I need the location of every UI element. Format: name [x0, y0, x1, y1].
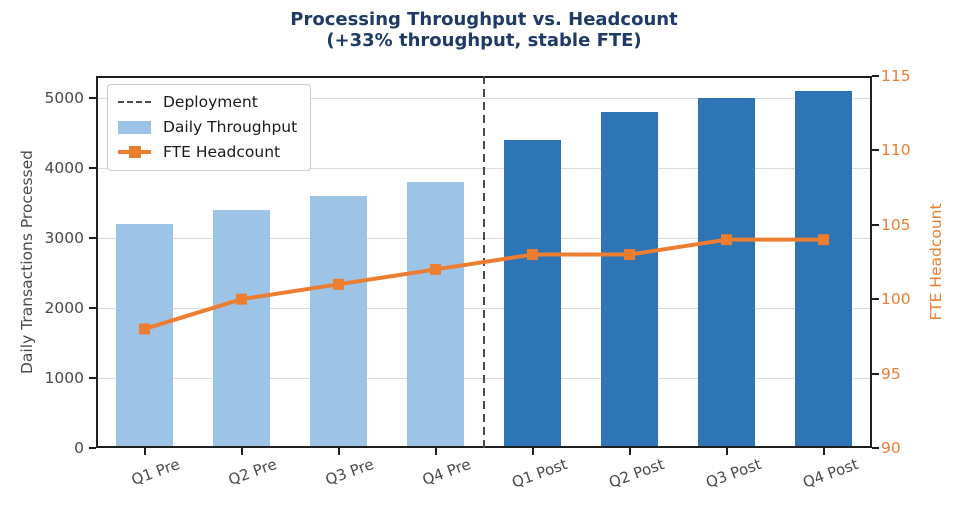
right-tickmark-105: [872, 223, 879, 226]
right-tick-90: 90: [881, 439, 901, 457]
chart-title-line1: Processing Throughput vs. Headcount: [290, 9, 678, 30]
left-tick-5000: 5000: [44, 89, 84, 108]
chart-title: Processing Throughput vs. Headcount (+33…: [96, 9, 872, 51]
left-tickmark-1000: [89, 377, 96, 379]
bar-q2-post: [601, 112, 658, 448]
line-overlay: [139, 76, 829, 448]
right-tickmark-90: [872, 447, 879, 449]
plot-area: [96, 76, 872, 448]
left-tickmark-2000: [89, 307, 96, 310]
legend: Deployment Daily Throughput FTE Headcoun…: [107, 84, 312, 171]
left-tick-0: 0: [74, 439, 84, 457]
bar-q4-pre: [407, 182, 464, 448]
right-tickmark-115: [872, 75, 879, 77]
bar-q2-pre: [213, 210, 270, 448]
left-tick-3000: 3000: [44, 229, 84, 248]
fte-marker-q4-pre: [430, 263, 441, 275]
x-tick-q3-pre: Q3 Pre: [322, 455, 376, 490]
legend-label-daily-throughput: Daily Throughput: [163, 118, 298, 136]
fte-marker-q2-pre: [236, 293, 247, 305]
x-tickmark-3: [337, 448, 340, 455]
x-tickmark-8: [822, 448, 825, 455]
legend-item-fte-headcount: FTE Headcount: [118, 142, 297, 162]
fte-headcount-line: [143, 237, 824, 331]
x-tick-q3-post: Q3 Post: [703, 455, 764, 492]
x-tickmark-2: [240, 448, 243, 455]
bar-q1-pre: [116, 224, 173, 448]
x-tick-q1-post: Q1 Post: [509, 455, 570, 492]
right-tickmark-110: [872, 149, 879, 152]
x-tickmark-5: [531, 448, 534, 455]
left-tick-2000: 2000: [44, 299, 84, 318]
right-tick-95: 95: [881, 364, 901, 383]
gridline-2000: [96, 308, 872, 310]
left-axis-title: Daily Transactions Processed: [18, 150, 36, 374]
x-tickmark-7: [725, 448, 728, 455]
left-tickmark-0: [89, 447, 96, 449]
legend-label-fte-headcount: FTE Headcount: [163, 143, 281, 161]
gridline-5000: [96, 98, 872, 100]
x-tickmark-6: [628, 448, 631, 455]
fte-marker-q1-pre: [139, 323, 150, 335]
x-tick-q2-post: Q2 Post: [606, 455, 667, 492]
left-tickmark-4000: [89, 167, 96, 170]
x-tick-q1-pre: Q1 Pre: [128, 455, 182, 490]
bar-q3-pre: [310, 196, 367, 448]
x-tick-q4-pre: Q4 Pre: [419, 455, 473, 490]
right-tick-115: 115: [881, 67, 911, 85]
legend-item-daily-throughput: Daily Throughput: [118, 117, 297, 137]
x-tickmark-1: [143, 448, 146, 455]
bar-q3-post: [698, 98, 755, 448]
fte-marker-q3-pre: [333, 278, 344, 290]
fte-marker-q4-post: [818, 234, 829, 246]
right-tick-110: 110: [881, 141, 911, 160]
chart-title-line2: (+33% throughput, stable FTE): [326, 30, 642, 51]
left-tickmark-5000: [89, 97, 96, 100]
bar-swatch-icon: [118, 120, 151, 134]
left-tick-1000: 1000: [44, 369, 84, 387]
legend-label-deployment: Deployment: [163, 93, 258, 111]
legend-item-deployment: Deployment: [118, 92, 297, 112]
left-tick-4000: 4000: [44, 159, 84, 178]
x-tick-q2-pre: Q2 Pre: [225, 455, 279, 490]
bar-q4-post: [795, 91, 852, 448]
fte-marker-q1-post: [527, 249, 538, 261]
right-tick-105: 105: [881, 215, 911, 234]
line-marker-icon: [118, 150, 151, 154]
right-tickmark-95: [872, 372, 879, 375]
fte-marker-q2-post: [624, 249, 635, 261]
right-tick-100: 100: [881, 290, 911, 309]
fte-marker-q3-post: [721, 234, 732, 246]
dashed-line-icon: [118, 101, 151, 103]
right-tickmark-100: [872, 298, 879, 301]
left-tickmark-3000: [89, 237, 96, 240]
x-tickmark-4: [434, 448, 437, 455]
bar-q1-post: [504, 140, 561, 448]
x-tick-q4-post: Q4 Post: [800, 455, 861, 492]
